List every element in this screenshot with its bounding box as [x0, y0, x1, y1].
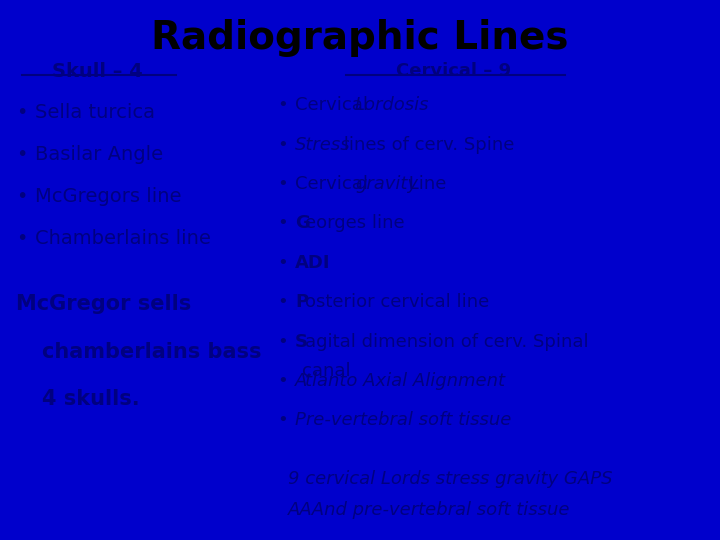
Text: P: P [295, 293, 308, 311]
Text: 4 skulls.: 4 skulls. [42, 389, 140, 409]
Text: •: • [277, 136, 288, 153]
Text: Line: Line [403, 175, 446, 193]
Text: gravity: gravity [355, 175, 418, 193]
Text: S: S [295, 333, 308, 350]
Text: Radiographic Lines: Radiographic Lines [151, 19, 569, 57]
Text: AAAnd pre-vertebral soft tissue: AAAnd pre-vertebral soft tissue [288, 501, 570, 519]
Text: •: • [16, 103, 27, 122]
Text: •: • [277, 96, 288, 114]
Text: •: • [277, 293, 288, 311]
Text: tlanto Axial Alignment: tlanto Axial Alignment [305, 372, 505, 390]
Text: •: • [277, 175, 288, 193]
Text: canal: canal [302, 362, 351, 380]
Text: chamberlains bass: chamberlains bass [42, 342, 261, 362]
Text: Skull – 4: Skull – 4 [52, 62, 143, 81]
Text: •: • [16, 145, 27, 164]
Text: Lordosis: Lordosis [355, 96, 429, 114]
Text: osterior cervical line: osterior cervical line [305, 293, 489, 311]
Text: lines of cerv. Spine: lines of cerv. Spine [338, 136, 515, 153]
Text: Stress: Stress [295, 136, 351, 153]
Text: •: • [16, 229, 27, 248]
Text: G: G [295, 214, 310, 232]
Text: eorges line: eorges line [305, 214, 404, 232]
Text: Chamberlains line: Chamberlains line [35, 229, 210, 248]
Text: •: • [277, 372, 288, 390]
Text: Pre-vertebral soft tissue: Pre-vertebral soft tissue [295, 411, 512, 429]
Text: A: A [295, 372, 307, 390]
Text: Cervical: Cervical [295, 96, 374, 114]
Text: ADI: ADI [295, 254, 330, 272]
Text: Sella turcica: Sella turcica [35, 103, 155, 122]
Text: •: • [16, 187, 27, 206]
Text: McGregors line: McGregors line [35, 187, 181, 206]
Text: Basilar Angle: Basilar Angle [35, 145, 163, 164]
Text: •: • [277, 254, 288, 272]
Text: •: • [277, 333, 288, 350]
Text: agital dimension of cerv. Spinal: agital dimension of cerv. Spinal [305, 333, 588, 350]
Text: McGregor sells: McGregor sells [16, 294, 191, 314]
Text: •: • [277, 214, 288, 232]
Text: 9 cervical Lords stress gravity GAPS: 9 cervical Lords stress gravity GAPS [288, 470, 613, 488]
Text: •: • [277, 411, 288, 429]
Text: Cervical: Cervical [295, 175, 374, 193]
Text: Cervical – 9: Cervical – 9 [396, 62, 511, 80]
